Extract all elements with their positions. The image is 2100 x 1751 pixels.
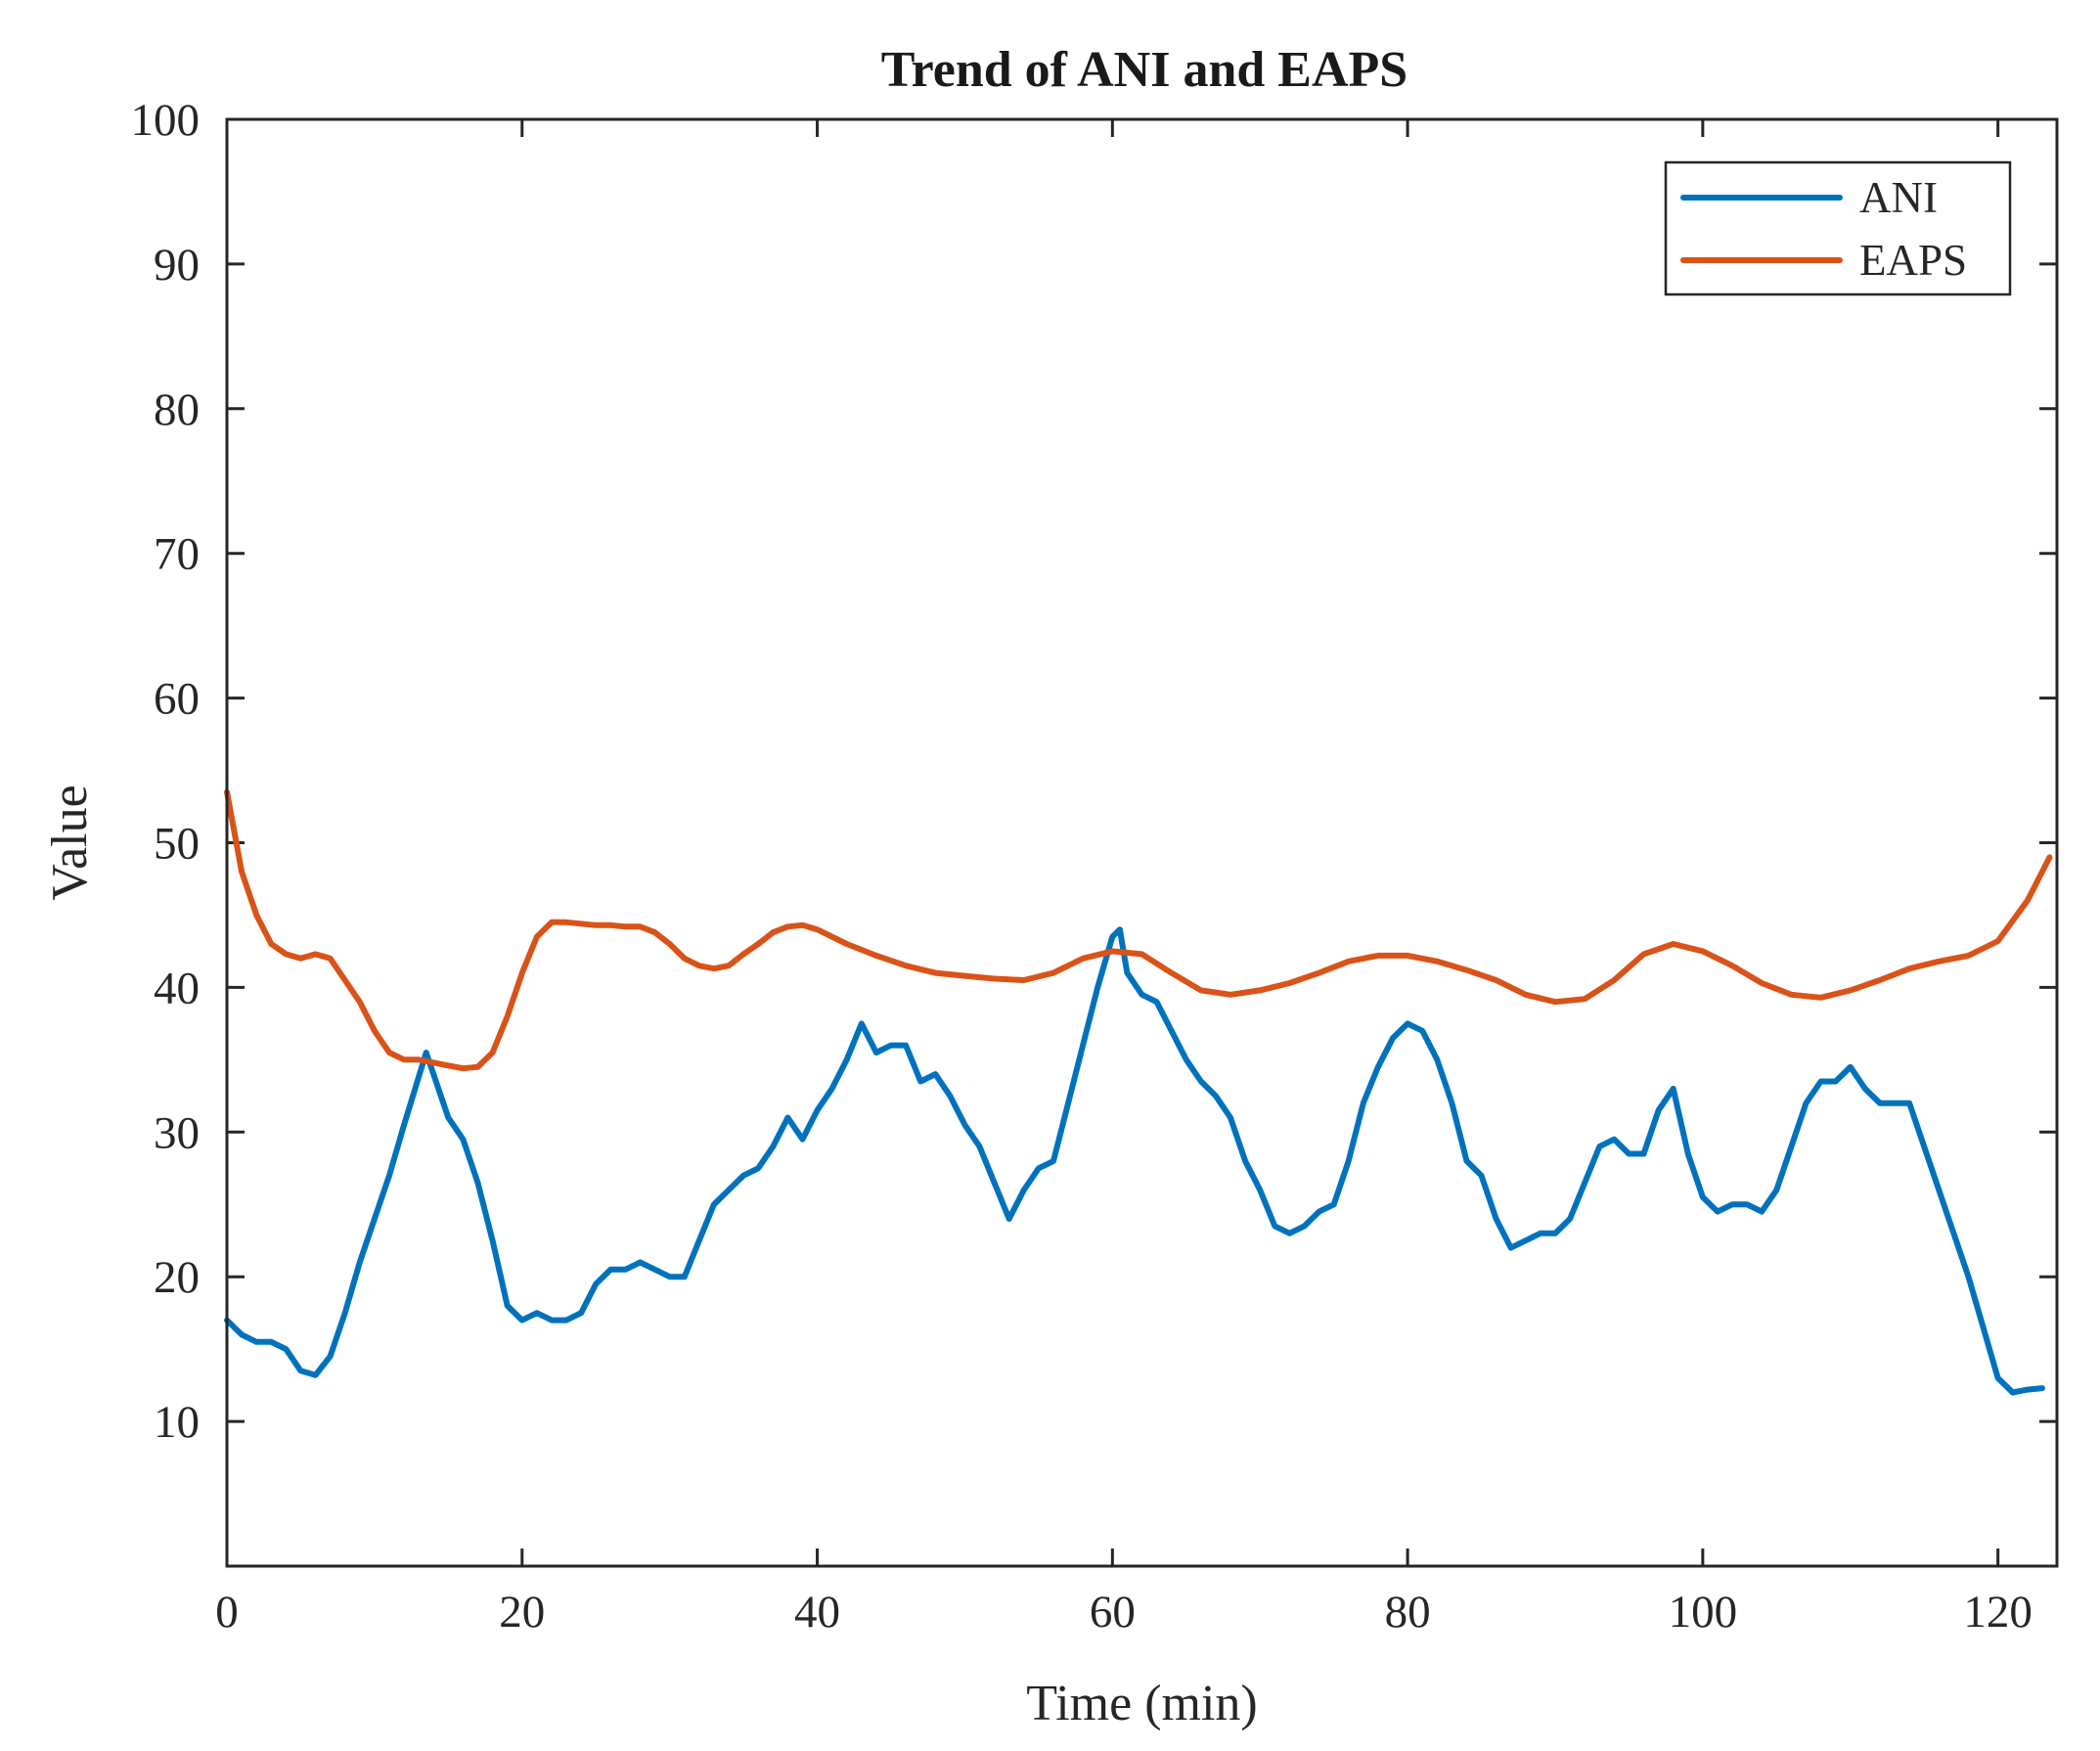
y-tick-label: 70 [154, 529, 200, 580]
y-axis-label: Value [42, 785, 98, 900]
x-tick-label: 100 [1669, 1587, 1738, 1638]
x-axis-label: Time (min) [1026, 1676, 1257, 1731]
legend-label-ani: ANI [1859, 173, 1938, 222]
x-tick-label: 0 [215, 1587, 239, 1638]
y-tick-label: 20 [154, 1252, 200, 1303]
tick-labels: 0 20 40 60 80 100 120 10 20 30 40 50 60 70 80 90 100 [131, 95, 2033, 1638]
y-tick-label: 60 [154, 674, 200, 725]
x-tick-label: 40 [794, 1587, 840, 1638]
x-tick-label: 120 [1963, 1587, 2033, 1638]
plot-area-frame [225, 117, 2059, 1568]
y-tick-label: 100 [131, 95, 201, 146]
y-tick-label: 40 [154, 963, 200, 1013]
series-lines [224, 788, 2053, 1396]
legend-label-eaps: EAPS [1859, 236, 1967, 285]
x-tick-label: 80 [1385, 1587, 1431, 1638]
y-tick-label: 50 [154, 819, 200, 870]
y-tick-label: 30 [154, 1107, 200, 1158]
legend: ANI EAPS [1664, 160, 2012, 296]
legend-box [1664, 160, 2012, 296]
axis-ticks [225, 117, 2057, 1566]
series-line-ani [224, 926, 2045, 1396]
series-line-eaps [224, 788, 2053, 1072]
x-tick-label: 20 [499, 1587, 545, 1638]
y-tick-label: 80 [154, 384, 200, 435]
x-tick-label: 60 [1090, 1587, 1136, 1638]
chart-title: Trend of ANI and EAPS [881, 42, 1407, 98]
y-tick-label: 10 [154, 1397, 200, 1448]
y-tick-label: 90 [154, 240, 200, 291]
